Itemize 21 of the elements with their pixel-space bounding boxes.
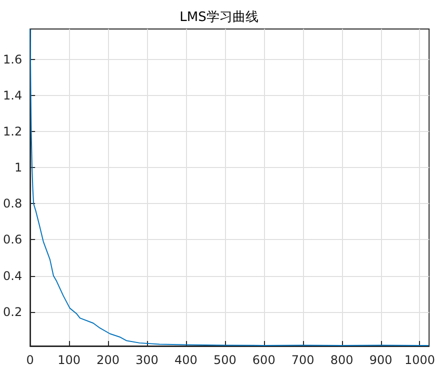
y-tick-label: 0.6 xyxy=(2,232,22,247)
x-tick-label: 900 xyxy=(369,353,392,367)
y-tick-label: 1.2 xyxy=(2,124,22,139)
x-tick-label: 600 xyxy=(252,353,276,367)
x-tick-label: 800 xyxy=(330,353,354,367)
x-tick-label: 400 xyxy=(174,353,198,367)
x-tick-label: 100 xyxy=(58,353,80,367)
line-series xyxy=(30,28,430,346)
x-tick-label: 200 xyxy=(96,353,120,367)
x-tick-label: 300 xyxy=(136,353,158,367)
x-tick-label: 1000 xyxy=(404,353,436,367)
y-tick-label: 1.4 xyxy=(2,88,22,103)
x-tick-label: 500 xyxy=(213,353,236,367)
y-tick-label: 1.6 xyxy=(2,52,22,67)
x-tick-label: 700 xyxy=(291,353,314,367)
y-tick-label: 1 xyxy=(14,160,22,175)
chart-title: LMS学习曲线 xyxy=(180,10,258,25)
y-tick-label: 0.4 xyxy=(2,268,22,283)
y-tick-label: 0.2 xyxy=(2,304,22,319)
x-tick-label: 0 xyxy=(26,353,34,367)
y-tick-label: 0.8 xyxy=(2,196,22,211)
